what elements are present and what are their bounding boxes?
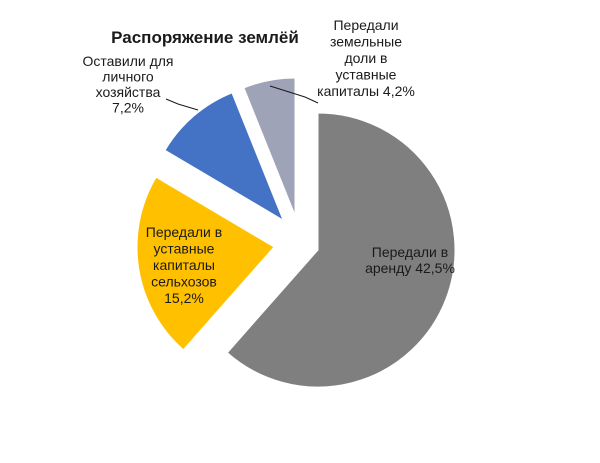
- slice-label-line: аренду 42,5%: [365, 260, 455, 276]
- slice-label-line: 15,2%: [164, 290, 204, 306]
- slice-label-line: уставные: [336, 67, 397, 83]
- slice-label-line: уставные: [154, 241, 215, 257]
- slice-label-line: доли в: [345, 50, 388, 66]
- slice-label-line: Передали в: [372, 244, 448, 260]
- leader-line-lichnoe: [165, 98, 199, 111]
- slice-label-line: 7,2%: [112, 100, 144, 116]
- slice-label-line: хозяйства: [96, 84, 161, 100]
- slice-label-selkhoz: Передали в уставные капиталы сельхозов 15,2%: [146, 224, 222, 306]
- slice-label-line: Передали в: [146, 224, 222, 240]
- slice-label-line: земельные: [330, 34, 402, 50]
- pie-slice-doli: [243, 77, 296, 216]
- leader-lines: [165, 85, 319, 111]
- slice-label-arenda: Передали в аренду 42,5%: [365, 244, 455, 276]
- pie-slice-arenda: [226, 112, 456, 388]
- pie-slice-selkhoz: [136, 176, 275, 351]
- slice-label-line: Оставили для: [83, 53, 174, 69]
- slice-label-line: капиталы: [153, 257, 215, 273]
- slice-label-line: Передали: [333, 17, 398, 33]
- slice-label-line: сельхозов: [151, 274, 217, 290]
- slice-label-line: личного: [102, 69, 154, 85]
- slice-label-lichnoe: Оставили для личного хозяйства 7,2%: [83, 53, 174, 116]
- leader-line-doli: [269, 85, 319, 104]
- slice-label-doli: Передали земельные доли в уставные капиталы …: [317, 17, 415, 99]
- chart-title: Распоряжение землёй: [111, 28, 299, 47]
- pie-slices: [136, 77, 456, 388]
- slice-labels: Передали в аренду 42,5%Передали в уставные…: [83, 17, 455, 306]
- pie-slice-lichnoe: [164, 92, 285, 222]
- slice-label-line: капиталы 4,2%: [317, 83, 415, 99]
